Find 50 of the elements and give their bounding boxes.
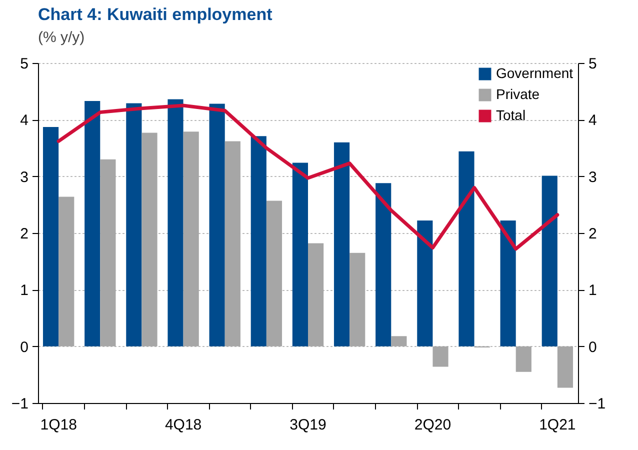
bar	[168, 99, 184, 346]
bar	[183, 132, 199, 346]
bar	[376, 183, 392, 346]
x-tick-label: 1Q21	[539, 416, 576, 434]
x-tick-label: 2Q20	[414, 416, 452, 434]
y-tick-label: −1	[11, 396, 28, 412]
bar	[42, 127, 59, 346]
y2-tick-label: 3	[588, 168, 597, 186]
bar	[224, 141, 240, 346]
y-tick-label: 2	[20, 226, 28, 242]
bar	[500, 220, 516, 346]
legend-label: Government	[496, 65, 574, 81]
y2-tick-label: 0	[588, 338, 597, 356]
bar	[142, 132, 158, 346]
y2-tick-label: 5	[588, 56, 597, 72]
x-tick-label: 4Q18	[164, 416, 202, 434]
y-tick-label: 4	[20, 112, 28, 130]
y-tick-label: 1	[20, 282, 28, 300]
y2-tick-label: −1	[588, 396, 606, 412]
bar	[458, 151, 474, 346]
bar	[516, 346, 532, 372]
bar	[209, 104, 225, 346]
legend-label: Total	[496, 107, 526, 123]
bar	[350, 252, 366, 346]
bar	[58, 196, 74, 346]
bar	[432, 346, 448, 367]
bar	[292, 162, 308, 346]
y2-tick-label: 2	[588, 226, 597, 242]
bar	[84, 100, 100, 346]
y-tick-label: 3	[20, 168, 28, 186]
bar	[100, 159, 116, 346]
bar	[391, 336, 407, 346]
bar	[557, 346, 574, 388]
line-series	[56, 104, 560, 251]
bar	[250, 136, 266, 346]
y2-tick-label: 1	[588, 282, 597, 300]
x-tick-label: 1Q18	[40, 416, 77, 434]
bar	[542, 176, 558, 346]
y-tick-label: 0	[20, 338, 28, 356]
y2-tick-label: 4	[588, 112, 597, 130]
y-tick-label: 5	[20, 56, 28, 72]
bar	[266, 200, 282, 346]
chart-subtitle: (% y/y)	[38, 29, 85, 46]
bar	[334, 142, 350, 346]
chart-title: Chart 4: Kuwaiti employment	[38, 5, 273, 24]
bar	[126, 103, 142, 346]
bar	[308, 243, 324, 346]
x-tick-label: 3Q19	[290, 416, 326, 434]
bar	[417, 220, 433, 346]
legend-label: Private	[496, 86, 540, 102]
